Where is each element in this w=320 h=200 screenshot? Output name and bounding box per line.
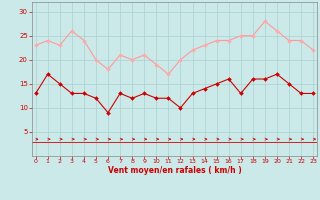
X-axis label: Vent moyen/en rafales ( km/h ): Vent moyen/en rafales ( km/h ) (108, 166, 241, 175)
